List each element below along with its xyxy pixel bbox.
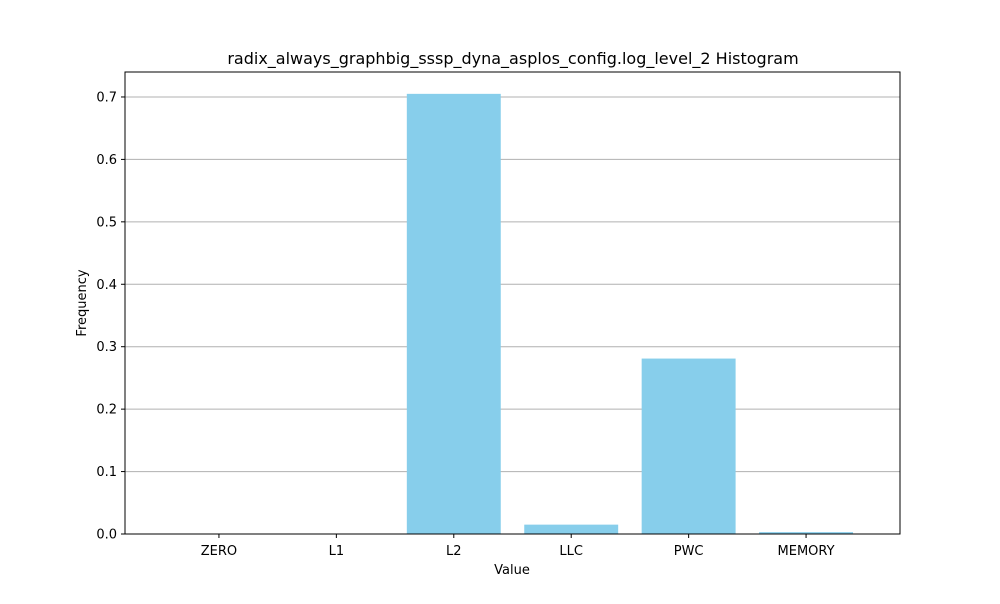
bar-memory	[759, 532, 854, 534]
x-tick-label: ZERO	[201, 544, 237, 559]
y-tick-label: 0.7	[96, 90, 117, 105]
bar-l2	[406, 93, 501, 534]
bars	[406, 93, 854, 534]
y-tick-label: 0.6	[96, 153, 117, 168]
chart-title: radix_always_graphbig_sssp_dyna_asplos_c…	[227, 49, 798, 69]
y-tick-label: 0.4	[96, 278, 117, 293]
x-axis-label: Value	[494, 563, 530, 578]
bar-pwc	[641, 358, 736, 534]
y-tick-label: 0.1	[96, 465, 117, 480]
x-tick-label: L2	[446, 544, 462, 559]
plot-area-frame	[124, 71, 901, 535]
y-tick-label: 0.5	[96, 215, 117, 230]
bar-llc	[524, 524, 619, 534]
x-tick-label: LLC	[559, 544, 583, 559]
x-axis-ticks: ZERO L1 L2 LLC PWC MEMORY	[201, 534, 835, 559]
x-tick-label: MEMORY	[778, 544, 835, 559]
y-axis-label: Frequency	[75, 269, 90, 336]
x-tick-label: PWC	[674, 544, 704, 559]
y-tick-label: 0.0	[96, 528, 117, 543]
y-axis-ticks: 0.0 0.1 0.2 0.3 0.4 0.5 0.6 0.7	[96, 90, 125, 543]
y-tick-label: 0.3	[96, 340, 117, 355]
x-tick-label: L1	[329, 544, 345, 559]
y-tick-label: 0.2	[96, 403, 117, 418]
